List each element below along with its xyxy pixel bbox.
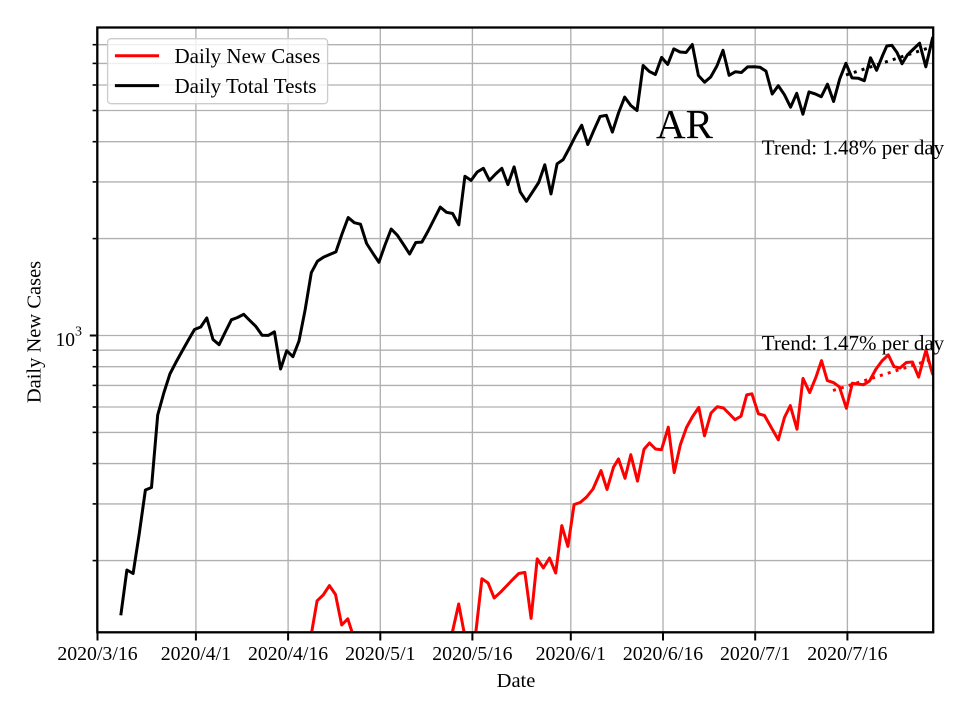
svg-text:AR: AR xyxy=(656,101,714,147)
svg-text:Daily Total Tests: Daily Total Tests xyxy=(175,74,317,98)
svg-text:103: 103 xyxy=(56,325,83,352)
svg-text:2020/5/1: 2020/5/1 xyxy=(345,643,415,665)
svg-text:2020/3/16: 2020/3/16 xyxy=(57,643,137,665)
svg-text:2020/4/16: 2020/4/16 xyxy=(248,643,328,665)
svg-text:2020/4/1: 2020/4/1 xyxy=(161,643,231,665)
svg-text:2020/7/1: 2020/7/1 xyxy=(720,643,790,665)
svg-text:Daily New Cases: Daily New Cases xyxy=(175,44,321,68)
svg-text:2020/6/16: 2020/6/16 xyxy=(623,643,703,665)
svg-text:Trend: 1.47% per day: Trend: 1.47% per day xyxy=(762,331,945,355)
svg-text:Trend: 1.48% per day: Trend: 1.48% per day xyxy=(762,136,945,160)
svg-text:Daily New Cases: Daily New Cases xyxy=(24,261,46,403)
svg-text:2020/5/16: 2020/5/16 xyxy=(432,643,512,665)
svg-text:2020/6/1: 2020/6/1 xyxy=(536,643,606,665)
svg-text:2020/7/16: 2020/7/16 xyxy=(807,643,887,665)
svg-text:Date: Date xyxy=(497,670,536,692)
